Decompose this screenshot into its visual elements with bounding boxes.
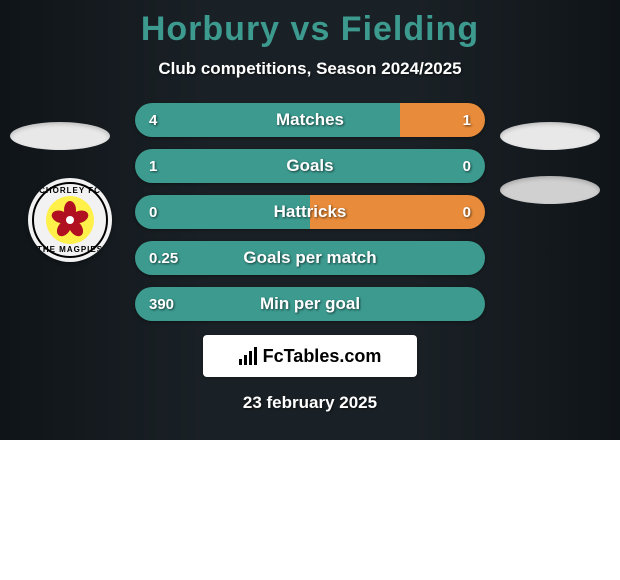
- stat-row: 0.25Goals per match: [135, 241, 485, 275]
- stat-bar-left: [135, 241, 485, 275]
- club-badge: CHORLEY FC THE MAGPIES: [28, 178, 112, 262]
- stat-bar-right: [310, 195, 485, 229]
- stat-bar-left: [135, 195, 310, 229]
- date-text: 23 february 2025: [0, 393, 620, 413]
- subtitle: Club competitions, Season 2024/2025: [0, 59, 620, 79]
- stat-row: 41Matches: [135, 103, 485, 137]
- blank-area: [0, 440, 620, 580]
- stat-value-right: 1: [463, 103, 471, 137]
- bar-chart-icon: [239, 347, 257, 365]
- stat-bar-left: [135, 149, 485, 183]
- stat-row: 10Goals: [135, 149, 485, 183]
- club-badge-bottom-text: THE MAGPIES: [37, 245, 103, 254]
- watermark-text: FcTables.com: [263, 346, 382, 367]
- stat-row: 00Hattricks: [135, 195, 485, 229]
- stat-value-left: 390: [149, 287, 174, 321]
- stat-row: 390Min per goal: [135, 287, 485, 321]
- stat-value-left: 0.25: [149, 241, 178, 275]
- stat-value-left: 4: [149, 103, 157, 137]
- stat-value-right: 0: [463, 149, 471, 183]
- stats-card: Horbury vs Fielding Club competitions, S…: [0, 0, 620, 440]
- right-player-slot-top: [500, 122, 600, 150]
- stat-bar-left: [135, 103, 400, 137]
- watermark: FcTables.com: [203, 335, 417, 377]
- stat-value-left: 0: [149, 195, 157, 229]
- club-badge-inner: [46, 196, 94, 244]
- stat-value-right: 0: [463, 195, 471, 229]
- stat-value-left: 1: [149, 149, 157, 183]
- club-badge-top-text: CHORLEY FC: [39, 186, 101, 195]
- club-badge-flower-icon: [50, 200, 90, 240]
- left-player-slot: [10, 122, 110, 150]
- stat-bar-left: [135, 287, 485, 321]
- page-title: Horbury vs Fielding: [0, 0, 620, 49]
- right-player-slot-bot: [500, 176, 600, 204]
- stat-bar-right: [400, 103, 485, 137]
